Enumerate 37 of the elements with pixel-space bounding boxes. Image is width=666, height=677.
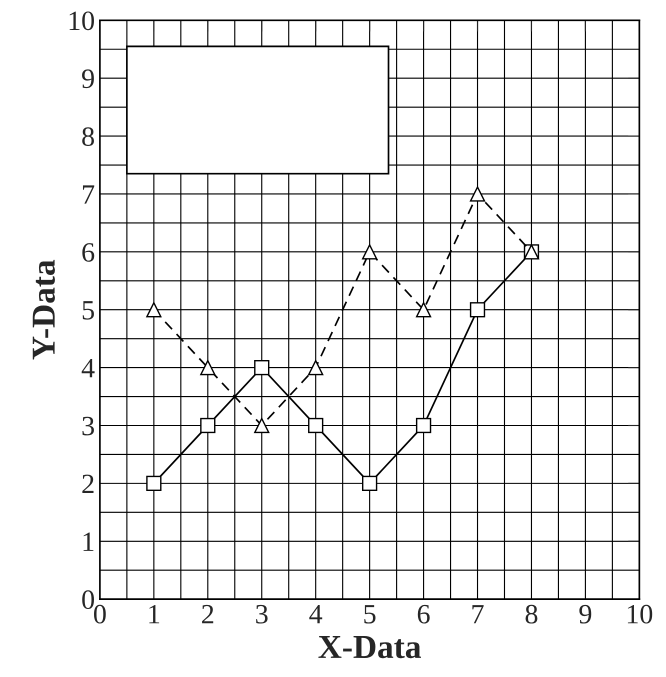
- point: [308, 360, 324, 376]
- x-tick-label: 1: [149, 604, 160, 624]
- x-tick-label: 6: [418, 604, 430, 624]
- x-tick-label: 10: [628, 604, 652, 624]
- point: [470, 186, 486, 202]
- y-tick-label: 5: [82, 301, 94, 320]
- point: [146, 476, 162, 492]
- x-tick-label: 2: [202, 604, 214, 624]
- x-tick-label: 8: [526, 604, 538, 624]
- point: [254, 418, 270, 434]
- x-tick-label: 4: [309, 604, 322, 624]
- point: [416, 302, 432, 318]
- point: [146, 302, 162, 318]
- y-tick-label: 0: [82, 590, 94, 610]
- y-tick-label: 10: [70, 11, 94, 30]
- y-tick-label: 6: [82, 243, 94, 262]
- point: [200, 418, 216, 434]
- x-axis-title: X-Data: [318, 636, 421, 658]
- x-tick-label: 5: [364, 605, 376, 624]
- point: [362, 476, 378, 492]
- point: [200, 360, 216, 376]
- point: [470, 302, 486, 318]
- point: [254, 360, 270, 376]
- y-tick-label: 4: [82, 358, 95, 378]
- y-tick-label: 8: [82, 127, 94, 146]
- x-tick-label: 9: [579, 604, 592, 624]
- x-tick-label: 3: [256, 604, 268, 624]
- x-tick-label: 7: [472, 605, 484, 624]
- y-tick-label: 3: [82, 416, 94, 436]
- y-axis-title: Y-Data: [32, 260, 55, 360]
- point: [416, 418, 432, 434]
- point: [362, 244, 378, 260]
- point: [308, 418, 324, 434]
- y-tick-label: 9: [82, 69, 94, 88]
- y-tick-label: 1: [84, 532, 94, 551]
- y-tick-label: 2: [82, 474, 94, 494]
- y-tick-label: 7: [82, 185, 94, 204]
